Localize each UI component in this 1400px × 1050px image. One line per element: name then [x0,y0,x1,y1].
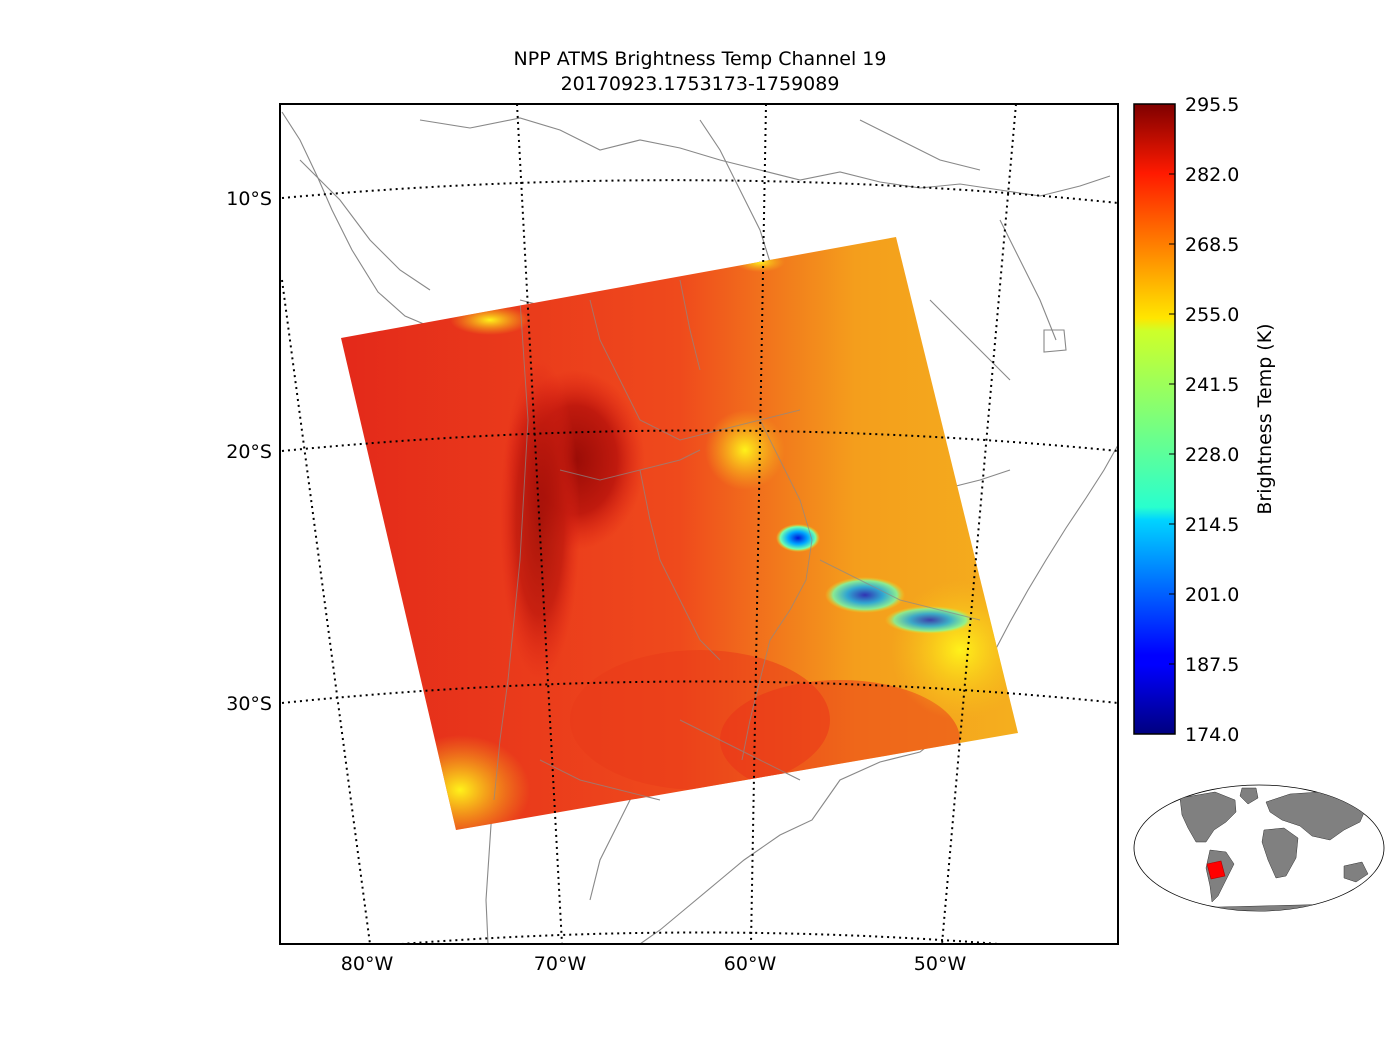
brightness-temp-swath [341,237,1018,830]
inset-australia [1343,861,1369,883]
inset-africa [1261,827,1299,879]
lon-label-80w: 80°W [341,953,394,975]
main-map [279,103,1119,945]
colorbar-tick-label: 201.0 [1185,584,1239,606]
lat-label-30s: 30°S [226,693,272,715]
inset-greenland [1239,787,1259,805]
colorbar-tick-label: 174.0 [1185,724,1239,746]
colorbar-tick-label: 241.5 [1185,374,1239,396]
colorbar-tick-label: 268.5 [1185,234,1239,256]
map-frame [279,103,1119,945]
inset-swath-highlight [1206,860,1226,880]
colorbar-tick-label: 228.0 [1185,444,1239,466]
colorbar-label: Brightness Temp (K) [1254,323,1276,514]
lat-label-20s: 20°S [226,441,272,463]
colorbar-tick-label: 255.0 [1185,304,1239,326]
lat-label-10s: 10°S [226,188,272,210]
chart-subtitle: 20170923.1753173-1759089 [560,73,840,95]
colorbar: 295.5 282.0 268.5 255.0 241.5 228.0 214.5 201.0… [1133,94,1276,746]
colorbar-tick-label: 295.5 [1185,94,1239,116]
lon-label-60w: 60°W [724,953,777,975]
colorbar-tick-label: 214.5 [1185,514,1239,536]
colorbar-tick-label: 187.5 [1185,654,1239,676]
lon-label-70w: 70°W [534,953,587,975]
inset-north-america [1179,791,1237,843]
world-locator-map [1133,784,1385,912]
chart-title: NPP ATMS Brightness Temp Channel 19 [513,48,887,70]
colorbar-tick-label: 282.0 [1185,164,1239,186]
lon-label-50w: 50°W [914,953,967,975]
